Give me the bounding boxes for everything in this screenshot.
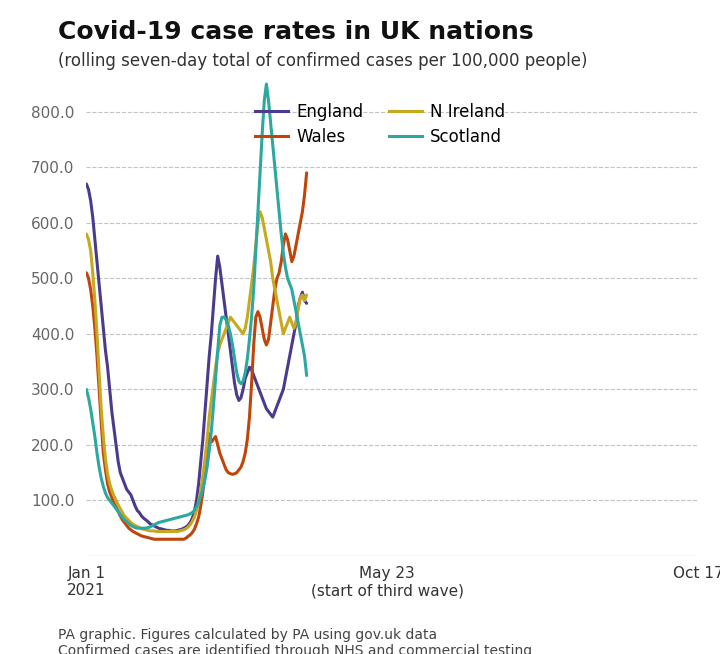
Legend: England, Wales, N Ireland, Scotland: England, Wales, N Ireland, Scotland — [248, 96, 512, 152]
Text: PA graphic. Figures calculated by PA using gov.uk data: PA graphic. Figures calculated by PA usi… — [58, 628, 437, 642]
Text: Covid-19 case rates in UK nations: Covid-19 case rates in UK nations — [58, 20, 534, 44]
Text: (rolling seven-day total of confirmed cases per 100,000 people): (rolling seven-day total of confirmed ca… — [58, 52, 587, 71]
Text: Confirmed cases are identified through NHS and commercial testing: Confirmed cases are identified through N… — [58, 644, 532, 654]
